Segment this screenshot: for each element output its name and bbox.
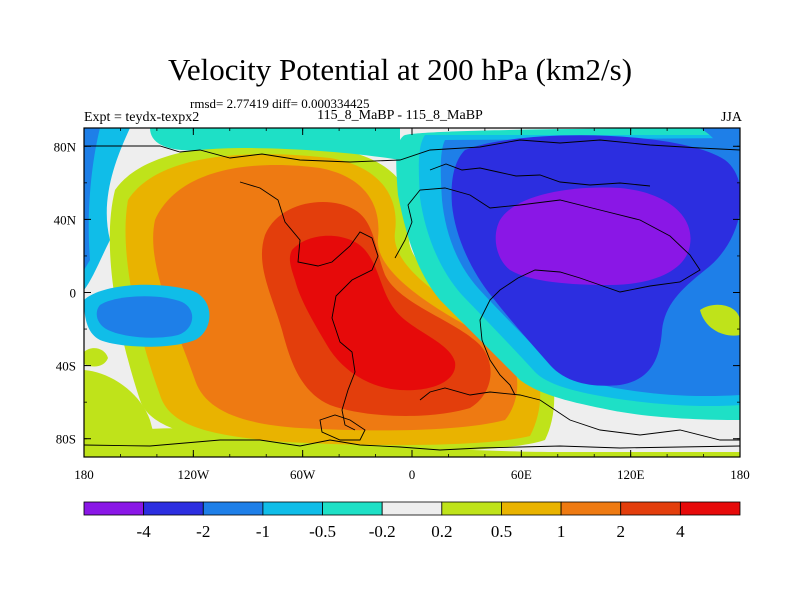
colorbar-label: -1	[256, 522, 270, 541]
coastline-south-landmass	[419, 387, 740, 441]
colorbar-label: 1	[557, 522, 566, 541]
stats-text: rmsd= 2.77419 diff= 0.000334425	[190, 96, 370, 111]
contour-band-north-west-inner	[84, 128, 100, 270]
contour-band-north-strip	[150, 128, 400, 160]
colorbar-swatch	[83, 501, 145, 516]
colorbar-label: -0.2	[369, 522, 396, 541]
x-tick-label: 120W	[177, 467, 210, 482]
continent-outlines	[84, 139, 740, 451]
y-tick-label: 40S	[56, 359, 76, 374]
contour-band-east-edge	[700, 128, 740, 180]
colorbar-label: 0.2	[431, 522, 452, 541]
y-axis: 80N 40N 0 40S 80S	[54, 139, 740, 447]
x-tick-label: 60E	[511, 467, 532, 482]
contour-pocket-east	[700, 304, 740, 336]
chart-title: Velocity Potential at 200 hPa (km2/s)	[167, 52, 633, 87]
colorbar-swatch	[679, 501, 741, 516]
y-tick-label: 0	[70, 286, 77, 301]
coastline-west-islands	[319, 414, 366, 441]
colorbar-label: -2	[196, 522, 210, 541]
experiment-label: Expt = teydx-texpx2	[84, 110, 200, 125]
x-tick-label: 180	[74, 467, 94, 482]
colorbar-label: 4	[676, 522, 685, 541]
coastline-americas	[239, 181, 379, 431]
coastline-antarctic	[84, 439, 740, 451]
colorbar-label: -4	[137, 522, 152, 541]
x-tick-label: 180	[730, 467, 750, 482]
y-tick-label: 80S	[56, 432, 76, 447]
colorbar-label: -0.5	[309, 522, 336, 541]
colorbar-label: 0.5	[491, 522, 512, 541]
contour-pocket-west	[84, 348, 108, 367]
x-tick-label: 120E	[617, 467, 645, 482]
case-label: 115_8_MaBP - 115_8_MaBP	[317, 108, 483, 123]
coastline-north	[84, 139, 740, 163]
contour-field	[84, 128, 740, 457]
coastline-north-blocks	[429, 163, 651, 187]
colorbar-swatch	[620, 501, 681, 516]
colorbar: -4 -2 -1 -0.5 -0.2 0.2 0.5 1 2 4	[83, 501, 741, 541]
colorbar-swatch	[441, 501, 502, 516]
colorbar-swatch	[262, 501, 323, 516]
colorbar-swatch	[381, 501, 443, 516]
contour-cell-west-inner	[96, 296, 193, 338]
x-tick-label: 60W	[290, 467, 316, 482]
contour-band-neg-4	[495, 187, 691, 285]
contour-band-max	[289, 235, 456, 391]
colorbar-swatch	[560, 501, 622, 516]
colorbar-swatch	[202, 501, 264, 516]
y-tick-label: 80N	[54, 139, 77, 154]
colorbar-swatch	[143, 501, 204, 516]
x-axis: 180 120W 60W 0 60E 120E 180	[74, 128, 750, 482]
colorbar-label: 2	[616, 522, 625, 541]
season-label: JJA	[720, 110, 742, 125]
x-tick-label: 0	[409, 467, 416, 482]
colorbar-swatch	[322, 501, 383, 516]
colorbar-swatch	[501, 501, 562, 516]
contour-band-north-west	[84, 128, 130, 290]
coastline-africa-eurasia	[394, 187, 701, 396]
y-tick-label: 40N	[54, 212, 77, 227]
